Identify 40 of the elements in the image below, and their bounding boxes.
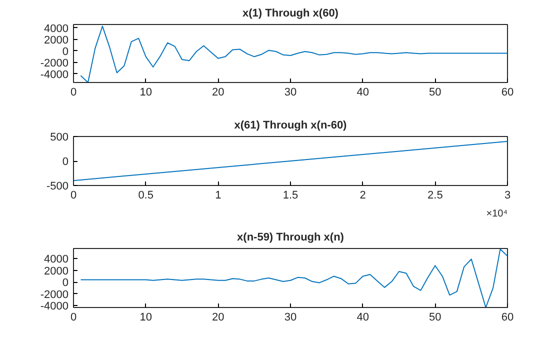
- x-tick-label: 1: [215, 190, 222, 202]
- x-tick-label: 40: [356, 312, 369, 324]
- y-tick-label: 0: [62, 156, 69, 168]
- x-tick-label: 0: [70, 86, 77, 98]
- x-tick-label: 20: [212, 86, 224, 98]
- x-tick-label: 60: [501, 86, 514, 98]
- x-tick-label: 30: [284, 86, 297, 98]
- line-series: [80, 26, 508, 82]
- chart-title: x(n-59) Through x(n): [237, 232, 344, 244]
- chart-title: x(1) Through x(60): [242, 8, 339, 20]
- x-tick-label: 50: [429, 312, 442, 324]
- x-tick-label: 2: [360, 190, 366, 202]
- y-tick-label: 4000: [44, 254, 69, 266]
- y-tick-label: -4000: [40, 300, 69, 313]
- y-tick-label: 500: [50, 132, 69, 144]
- x-tick-label: 20: [212, 312, 224, 324]
- y-tick-label: 2000: [44, 34, 69, 46]
- y-tick-label: 2000: [44, 265, 69, 278]
- x-tick-label: 0.5: [138, 190, 154, 202]
- x-tick-label: 0: [70, 190, 77, 202]
- y-tick-label: 4000: [44, 22, 69, 35]
- y-tick-label: 0: [62, 46, 69, 58]
- x-tick-label: 40: [356, 86, 369, 98]
- x-tick-label: 1.5: [282, 190, 298, 202]
- x-tick-label: 60: [501, 312, 514, 324]
- x-tick-label: 10: [140, 86, 152, 98]
- x-tick-label: 0: [70, 312, 77, 324]
- y-tick-label: -4000: [40, 68, 69, 81]
- y-tick-label: -2000: [40, 57, 69, 70]
- x-tick-label: 10: [140, 312, 152, 324]
- y-tick-label: -500: [46, 180, 69, 192]
- x-tick-label: 3: [504, 190, 511, 202]
- x-tick-label: 2.5: [428, 190, 443, 202]
- x-tick-label: 30: [284, 312, 297, 324]
- y-tick-label: -2000: [40, 288, 69, 301]
- chart-title: x(61) Through x(n-60): [234, 120, 348, 132]
- y-tick-label: 0: [62, 277, 69, 290]
- text: ×10⁴: [486, 208, 508, 220]
- x-tick-label: 50: [429, 86, 442, 98]
- line-series: [80, 248, 508, 308]
